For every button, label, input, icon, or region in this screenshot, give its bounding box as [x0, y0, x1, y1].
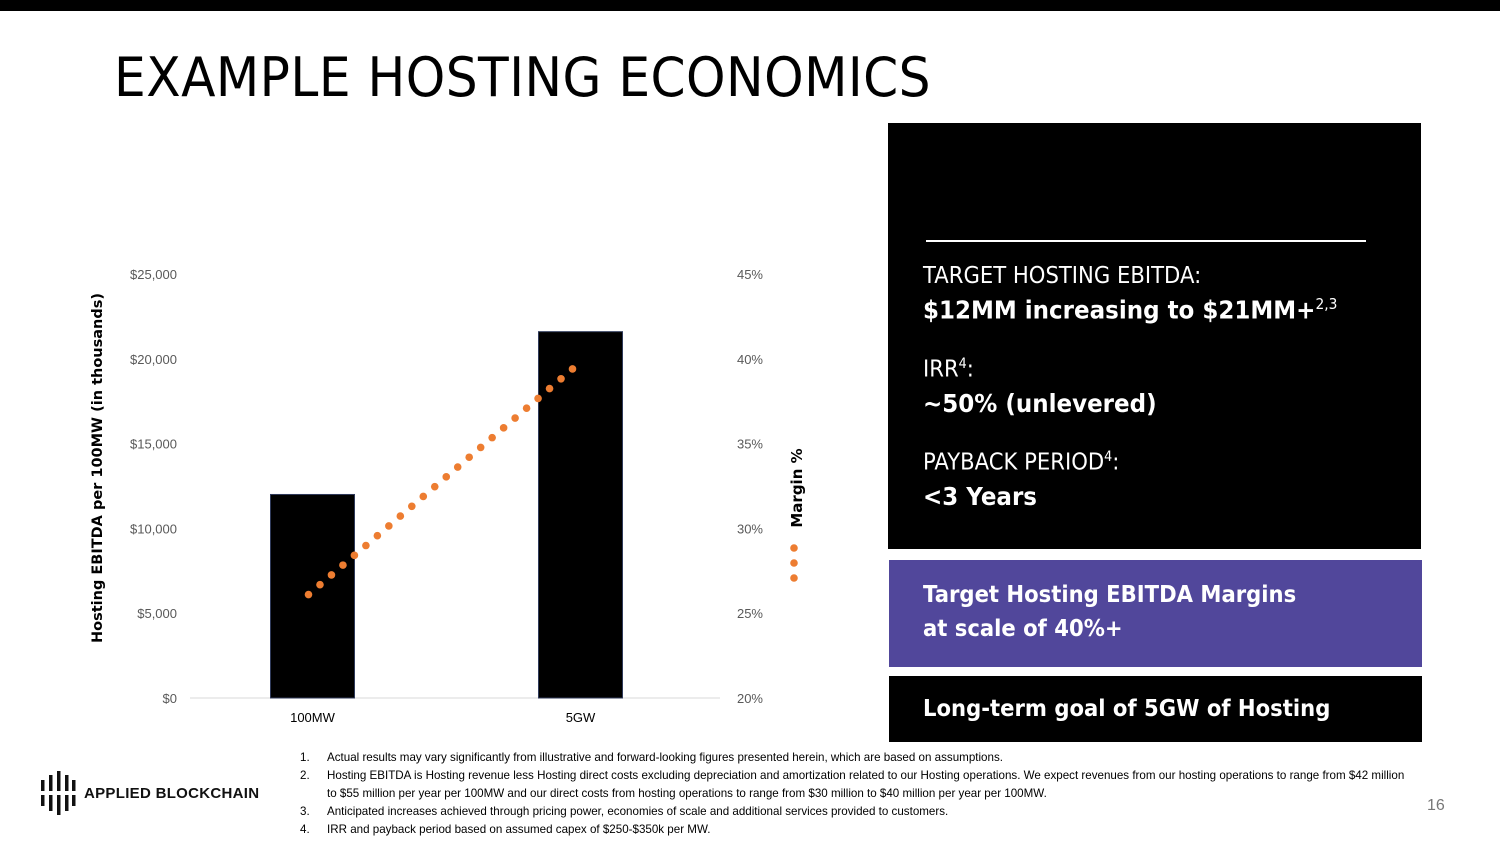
- irr-label: IRR4:: [923, 356, 974, 383]
- margin-line-dot: [465, 453, 473, 462]
- legend-marker-margin: [790, 574, 798, 582]
- y-axis-title: Hosting EBITDA per 100MW (in thousands): [90, 293, 106, 643]
- ebitda-value: $12MM increasing to $21MM+2,3: [923, 295, 1338, 325]
- margin-line-dot: [316, 580, 324, 589]
- y2-tick-label: 30%: [737, 521, 763, 536]
- x-tick-label: 5GW: [566, 710, 596, 725]
- footnote-text: Actual results may vary significantly fr…: [327, 751, 1003, 764]
- margins-line2: at scale of 40%+: [923, 616, 1123, 642]
- margin-line-dot: [534, 394, 542, 403]
- footnote-text: IRR and payback period based on assumed …: [327, 823, 711, 836]
- page-number: 16: [1427, 797, 1445, 814]
- margin-line-dot: [499, 424, 508, 432]
- logo-bars-icon: [41, 771, 76, 815]
- footnote-number: 2.: [300, 769, 310, 782]
- logo-text: APPLIED BLOCKCHAIN: [84, 784, 260, 802]
- margin-line-dot: [476, 443, 485, 452]
- margins-box: Target Hosting EBITDA Margins at scale o…: [889, 560, 1422, 667]
- margin-line-dot: [396, 512, 405, 520]
- footnote-text: Anticipated increases achieved through p…: [327, 805, 949, 818]
- target-panel: TARGET HOSTING EBITDA: $12MM increasing …: [888, 123, 1421, 549]
- margin-line-dot: [557, 374, 565, 383]
- y-tick-label: $10,000: [130, 521, 177, 536]
- y-tick-label: $25,000: [130, 267, 177, 282]
- payback-label: PAYBACK PERIOD4:: [923, 449, 1120, 476]
- divider: [926, 240, 1366, 242]
- margin-line-dot: [488, 433, 496, 442]
- payback-value: <3 Years: [923, 482, 1037, 511]
- ebitda-chart: $0 $5,000 $10,000 $15,000 $20,000 $25,000 20% 2…: [90, 267, 806, 725]
- margin-line-dot: [362, 541, 370, 550]
- margin-line-dot: [350, 551, 359, 560]
- footnotes: 1. Actual results may vary significantly …: [300, 749, 1410, 839]
- page-title: EXAMPLE HOSTING ECONOMICS: [114, 46, 932, 109]
- margin-line-dot: [373, 531, 382, 540]
- margin-line-dot: [304, 590, 313, 599]
- legend-label-margin: Margin %: [788, 448, 806, 527]
- footnote: 2. Hosting EBITDA is Hosting revenue less…: [300, 767, 1410, 803]
- margin-line-dot: [430, 482, 439, 491]
- y2-tick-label: 25%: [737, 606, 763, 621]
- goal-box: Long-term goal of 5GW of Hosting: [889, 676, 1422, 742]
- irr-value: ~50% (unlevered): [923, 389, 1157, 418]
- y2-tick-label: 20%: [737, 691, 763, 706]
- footnote-number: 3.: [300, 805, 310, 818]
- margin-line-dot: [408, 502, 416, 511]
- margin-line-dot: [511, 414, 519, 422]
- bar-5GW: [538, 331, 623, 699]
- footnote-number: 1.: [300, 751, 310, 764]
- legend-marker-margin: [790, 559, 798, 567]
- x-tick-label: 100MW: [290, 710, 336, 725]
- y-tick-label: $20,000: [130, 352, 177, 367]
- margins-line1: Target Hosting EBITDA Margins: [923, 582, 1297, 608]
- company-logo: APPLIED BLOCKCHAIN: [40, 770, 259, 816]
- y2-tick-label: 45%: [737, 267, 763, 282]
- y2-tick-label: 40%: [737, 352, 763, 367]
- footnote: 4. IRR and payback period based on assume…: [300, 821, 1410, 839]
- margin-line-dot: [327, 571, 336, 579]
- footnote-text: Hosting EBITDA is Hosting revenue less H…: [327, 769, 1405, 800]
- footnote: 3. Anticipated increases achieved through…: [300, 803, 1410, 821]
- margin-line-dot: [453, 463, 462, 471]
- top-bar: [0, 0, 1500, 11]
- ebitda-label: TARGET HOSTING EBITDA:: [923, 263, 1202, 289]
- legend-marker-margin: [790, 544, 798, 552]
- y2-tick-label: 35%: [737, 437, 763, 452]
- margin-line-dot: [419, 492, 428, 501]
- margin-line-dot: [522, 404, 531, 413]
- y-tick-label: $5,000: [137, 606, 177, 621]
- bar-100MW: [270, 493, 355, 699]
- footnote: 1. Actual results may vary significantly …: [300, 749, 1410, 767]
- y-tick-label: $15,000: [130, 437, 177, 452]
- footnote-number: 4.: [300, 823, 310, 836]
- margin-line-dot: [339, 561, 347, 569]
- margin-line-dot: [385, 522, 393, 530]
- margin-line-dot: [442, 473, 451, 481]
- margin-line-dot: [568, 365, 577, 373]
- goal-text: Long-term goal of 5GW of Hosting: [923, 696, 1331, 722]
- margin-line-dot: [545, 384, 554, 393]
- y-tick-label: $0: [163, 691, 177, 706]
